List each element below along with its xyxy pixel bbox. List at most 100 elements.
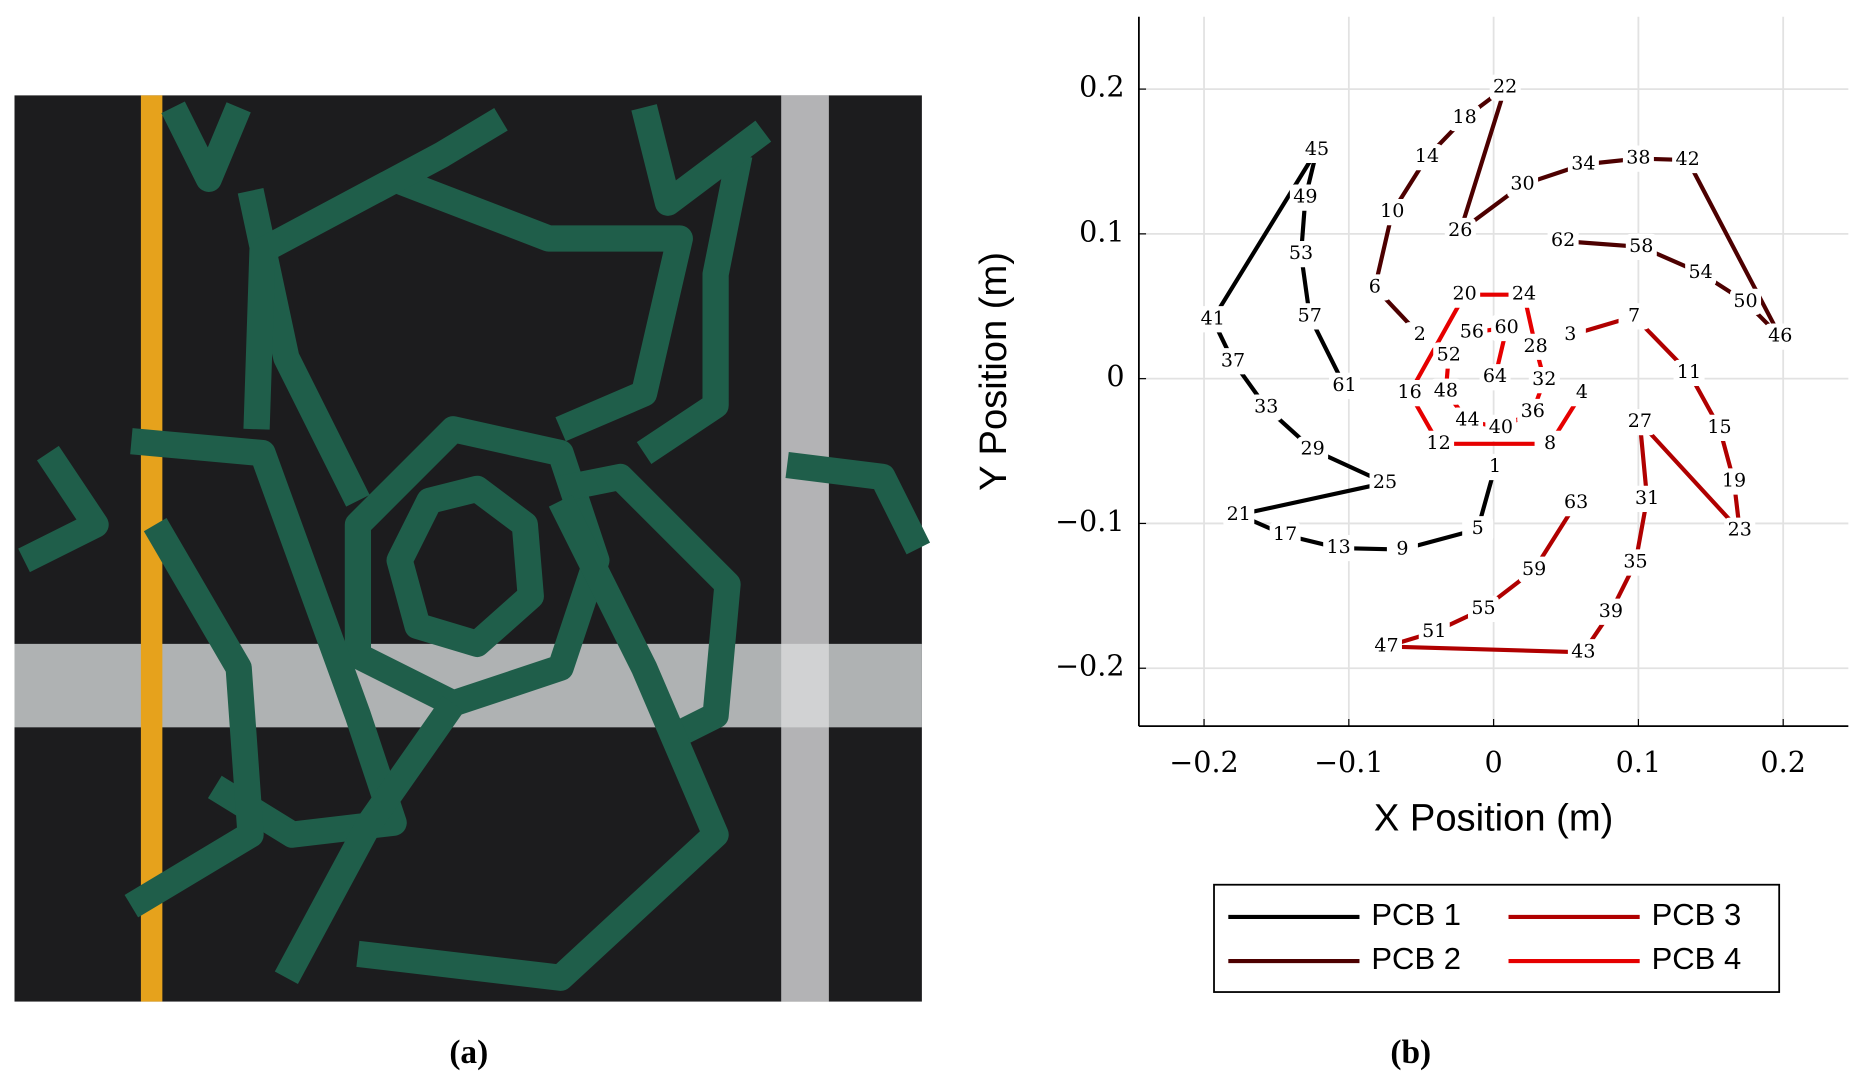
label-background (1433, 342, 1465, 369)
label-background (1479, 453, 1511, 481)
label-background (1462, 516, 1494, 543)
point-label: 61 (1332, 374, 1356, 396)
label-background (1507, 171, 1539, 198)
y-tick-label: 0.1 (1079, 214, 1125, 248)
legend-box (1213, 883, 1781, 993)
point-label: 53 (1289, 242, 1313, 264)
point-label: 58 (1629, 235, 1653, 257)
point-label: 32 (1532, 368, 1556, 390)
label-background (1223, 501, 1255, 528)
series-line (1384, 314, 1742, 655)
point-label: 60 (1495, 316, 1519, 338)
point-label: 10 (1380, 200, 1404, 222)
label-background (1452, 407, 1484, 434)
label-background (1269, 521, 1301, 549)
label-background (1301, 136, 1333, 164)
point-label: 27 (1628, 410, 1652, 432)
label-background (1554, 322, 1586, 349)
label-background (1430, 378, 1462, 405)
label-background (1567, 151, 1599, 178)
point-label: 45 (1305, 138, 1329, 160)
point-label: 48 (1434, 380, 1458, 402)
label-background (1386, 536, 1418, 563)
point-label: 2 (1414, 323, 1426, 345)
label-background (1730, 288, 1762, 316)
label-background (1289, 184, 1321, 211)
point-label: 31 (1635, 487, 1659, 509)
label-background (1618, 303, 1650, 330)
point-label: 22 (1493, 76, 1517, 98)
plot: −0.2 −0.1 0 0.1 0.2 −0.2 −0.1 0 0.1 0.2 X Position… (972, 16, 1849, 993)
point-label: 55 (1471, 597, 1495, 619)
label-background (1369, 469, 1401, 497)
point-label: 49 (1293, 186, 1317, 208)
point-label: 35 (1623, 551, 1647, 573)
legend-label: PCB 1 (1371, 897, 1461, 932)
label-background (1547, 227, 1579, 255)
caption: (b) (1390, 1034, 1431, 1071)
y-tick-label: 0.2 (1079, 70, 1125, 104)
label-background (1423, 430, 1455, 457)
label-background (1491, 314, 1523, 342)
label-background (1449, 104, 1481, 132)
x-tick-label: 0.2 (1760, 745, 1806, 779)
x-tick-label: 0.1 (1616, 745, 1661, 779)
point-label: 54 (1689, 261, 1713, 283)
point-label: 37 (1221, 349, 1245, 371)
point-label: 62 (1551, 229, 1575, 251)
label-background (1444, 217, 1476, 245)
label-background (1625, 233, 1657, 261)
point-label: 57 (1298, 304, 1322, 326)
label-background (1685, 259, 1717, 287)
label-background (1528, 366, 1560, 394)
label-background (1620, 549, 1652, 576)
point-label: 7 (1628, 304, 1640, 326)
label-background (1294, 303, 1326, 330)
label-background (1197, 306, 1229, 333)
caption: (a) (449, 1034, 488, 1071)
label-background (1404, 322, 1436, 349)
point-label: 15 (1707, 416, 1731, 438)
label-background (1394, 380, 1426, 407)
label-background (1560, 490, 1592, 517)
legend-label: PCB 2 (1371, 941, 1461, 976)
point-label: 9 (1396, 538, 1408, 560)
point-label: 24 (1512, 283, 1536, 305)
label-background (1624, 408, 1656, 436)
point-label: 4 (1576, 381, 1588, 403)
point-label: 1 (1489, 455, 1501, 477)
point-label: 34 (1571, 152, 1595, 174)
point-label: 38 (1626, 147, 1650, 169)
label-background (1534, 430, 1566, 457)
legend-label: PCB 4 (1652, 941, 1742, 976)
point-label: 56 (1460, 320, 1484, 342)
label-background (1411, 144, 1443, 171)
x-tick-label: −0.1 (1314, 745, 1383, 779)
point-label: 63 (1564, 491, 1588, 513)
label-background (1764, 323, 1796, 350)
legend-label: PCB 3 (1652, 897, 1742, 932)
label-background (1489, 74, 1521, 101)
label-background (1631, 485, 1663, 512)
y-tick-label: −0.2 (1055, 649, 1124, 683)
point-label: 14 (1415, 145, 1439, 167)
label-background (1217, 348, 1249, 375)
point-label: 40 (1489, 416, 1513, 438)
series-line (1372, 85, 1783, 339)
label-background (1724, 517, 1756, 544)
label-background (1418, 618, 1450, 646)
point-label: 20 (1453, 283, 1477, 305)
label-background (1718, 468, 1750, 495)
point-label: 39 (1599, 600, 1623, 622)
label-background (1370, 633, 1402, 660)
label-background (1485, 414, 1517, 441)
point-label: 18 (1453, 106, 1477, 128)
label-background (1323, 534, 1355, 562)
x-tick-label: −0.2 (1169, 745, 1238, 779)
point-label: 13 (1327, 536, 1351, 558)
point-label: 44 (1455, 409, 1479, 431)
label-background (1520, 333, 1552, 360)
point-label: 47 (1374, 635, 1398, 657)
